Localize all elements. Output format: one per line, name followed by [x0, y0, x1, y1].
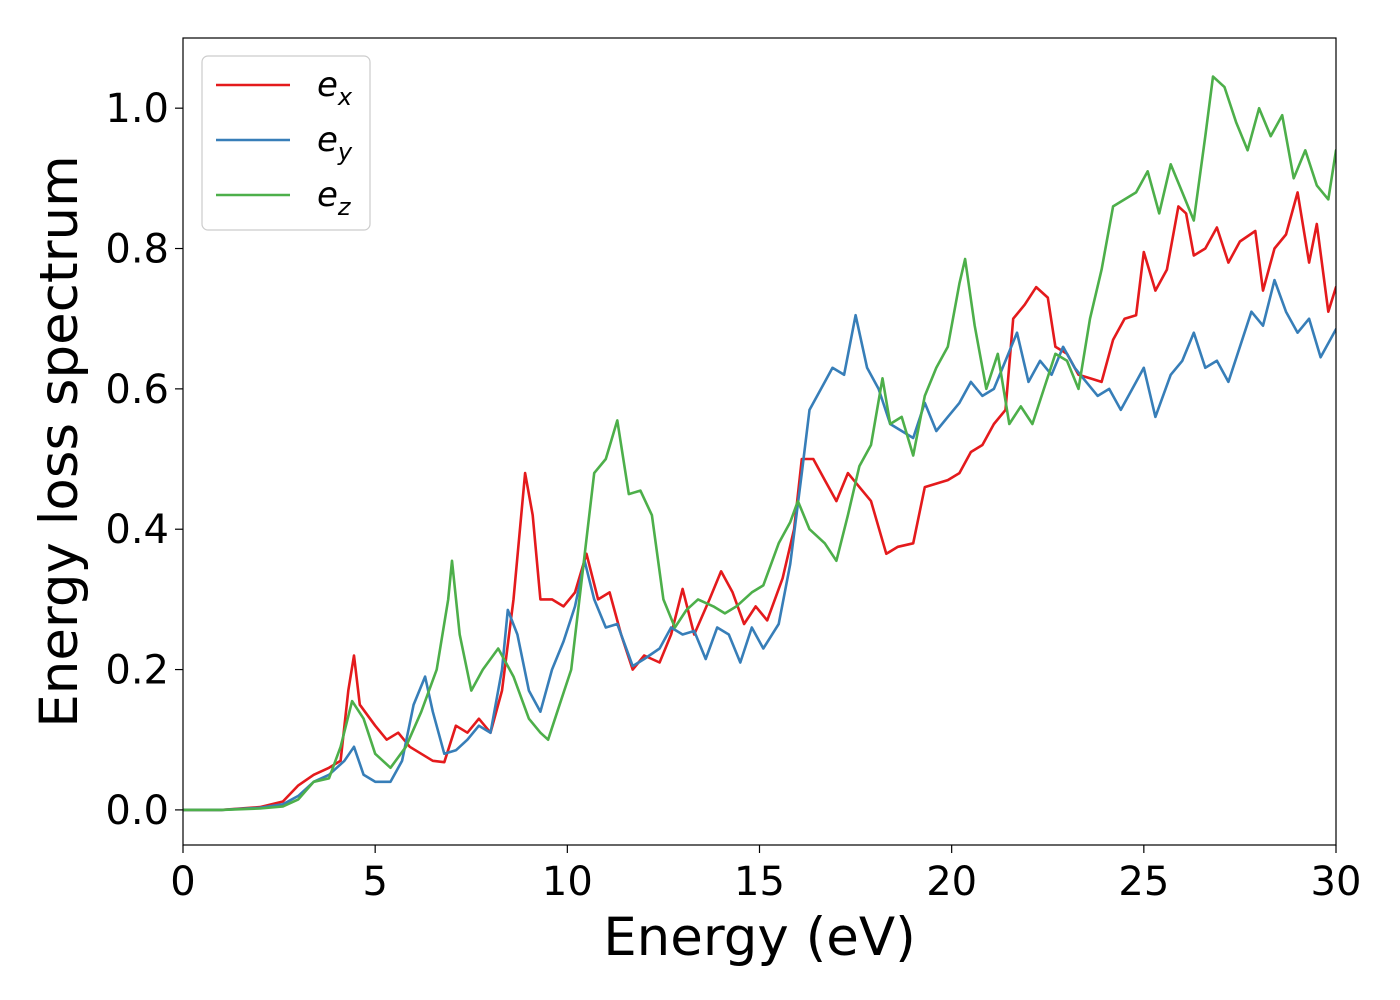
x-tick-label: 30 [1311, 859, 1362, 905]
x-axis-title: Energy (eV) [603, 907, 916, 968]
y-axis-title: Energy loss spectrum [29, 155, 90, 727]
y-tick-label: 1.0 [105, 86, 169, 132]
legend-label-subscript: z [337, 193, 352, 221]
legend-label-ez: ez [317, 175, 352, 221]
y-tick-label: 0.2 [105, 648, 169, 694]
legend-label-subscript: y [337, 138, 353, 166]
y-axis: 0.0 0.2 0.4 0.6 0.8 1.0 [105, 86, 183, 834]
y-tick-label: 0.0 [105, 788, 169, 834]
series-layer [183, 75, 1336, 812]
x-tick-label: 15 [734, 859, 785, 905]
legend-label-subscript: x [337, 83, 353, 111]
legend-label-base: e [317, 65, 338, 105]
legend-label-ex: ex [317, 65, 353, 111]
series-line-ex [183, 191, 1336, 812]
series-line-ey [183, 278, 1336, 812]
x-tick-label: 5 [362, 859, 387, 905]
y-tick-label: 0.8 [105, 227, 169, 273]
x-tick-label: 0 [170, 859, 195, 905]
legend-box [201, 55, 371, 231]
x-tick-label: 20 [926, 859, 977, 905]
x-axis: 0 5 10 15 20 25 30 [170, 845, 1361, 905]
x-tick-label: 10 [542, 859, 593, 905]
legend-label-base: e [317, 175, 338, 215]
series-line-ez [183, 75, 1336, 812]
x-tick-label: 25 [1118, 859, 1169, 905]
legend-label-base: e [317, 120, 338, 160]
y-tick-label: 0.4 [105, 507, 169, 553]
y-tick-label: 0.6 [105, 367, 169, 413]
legend-label-ey: ey [317, 120, 353, 166]
